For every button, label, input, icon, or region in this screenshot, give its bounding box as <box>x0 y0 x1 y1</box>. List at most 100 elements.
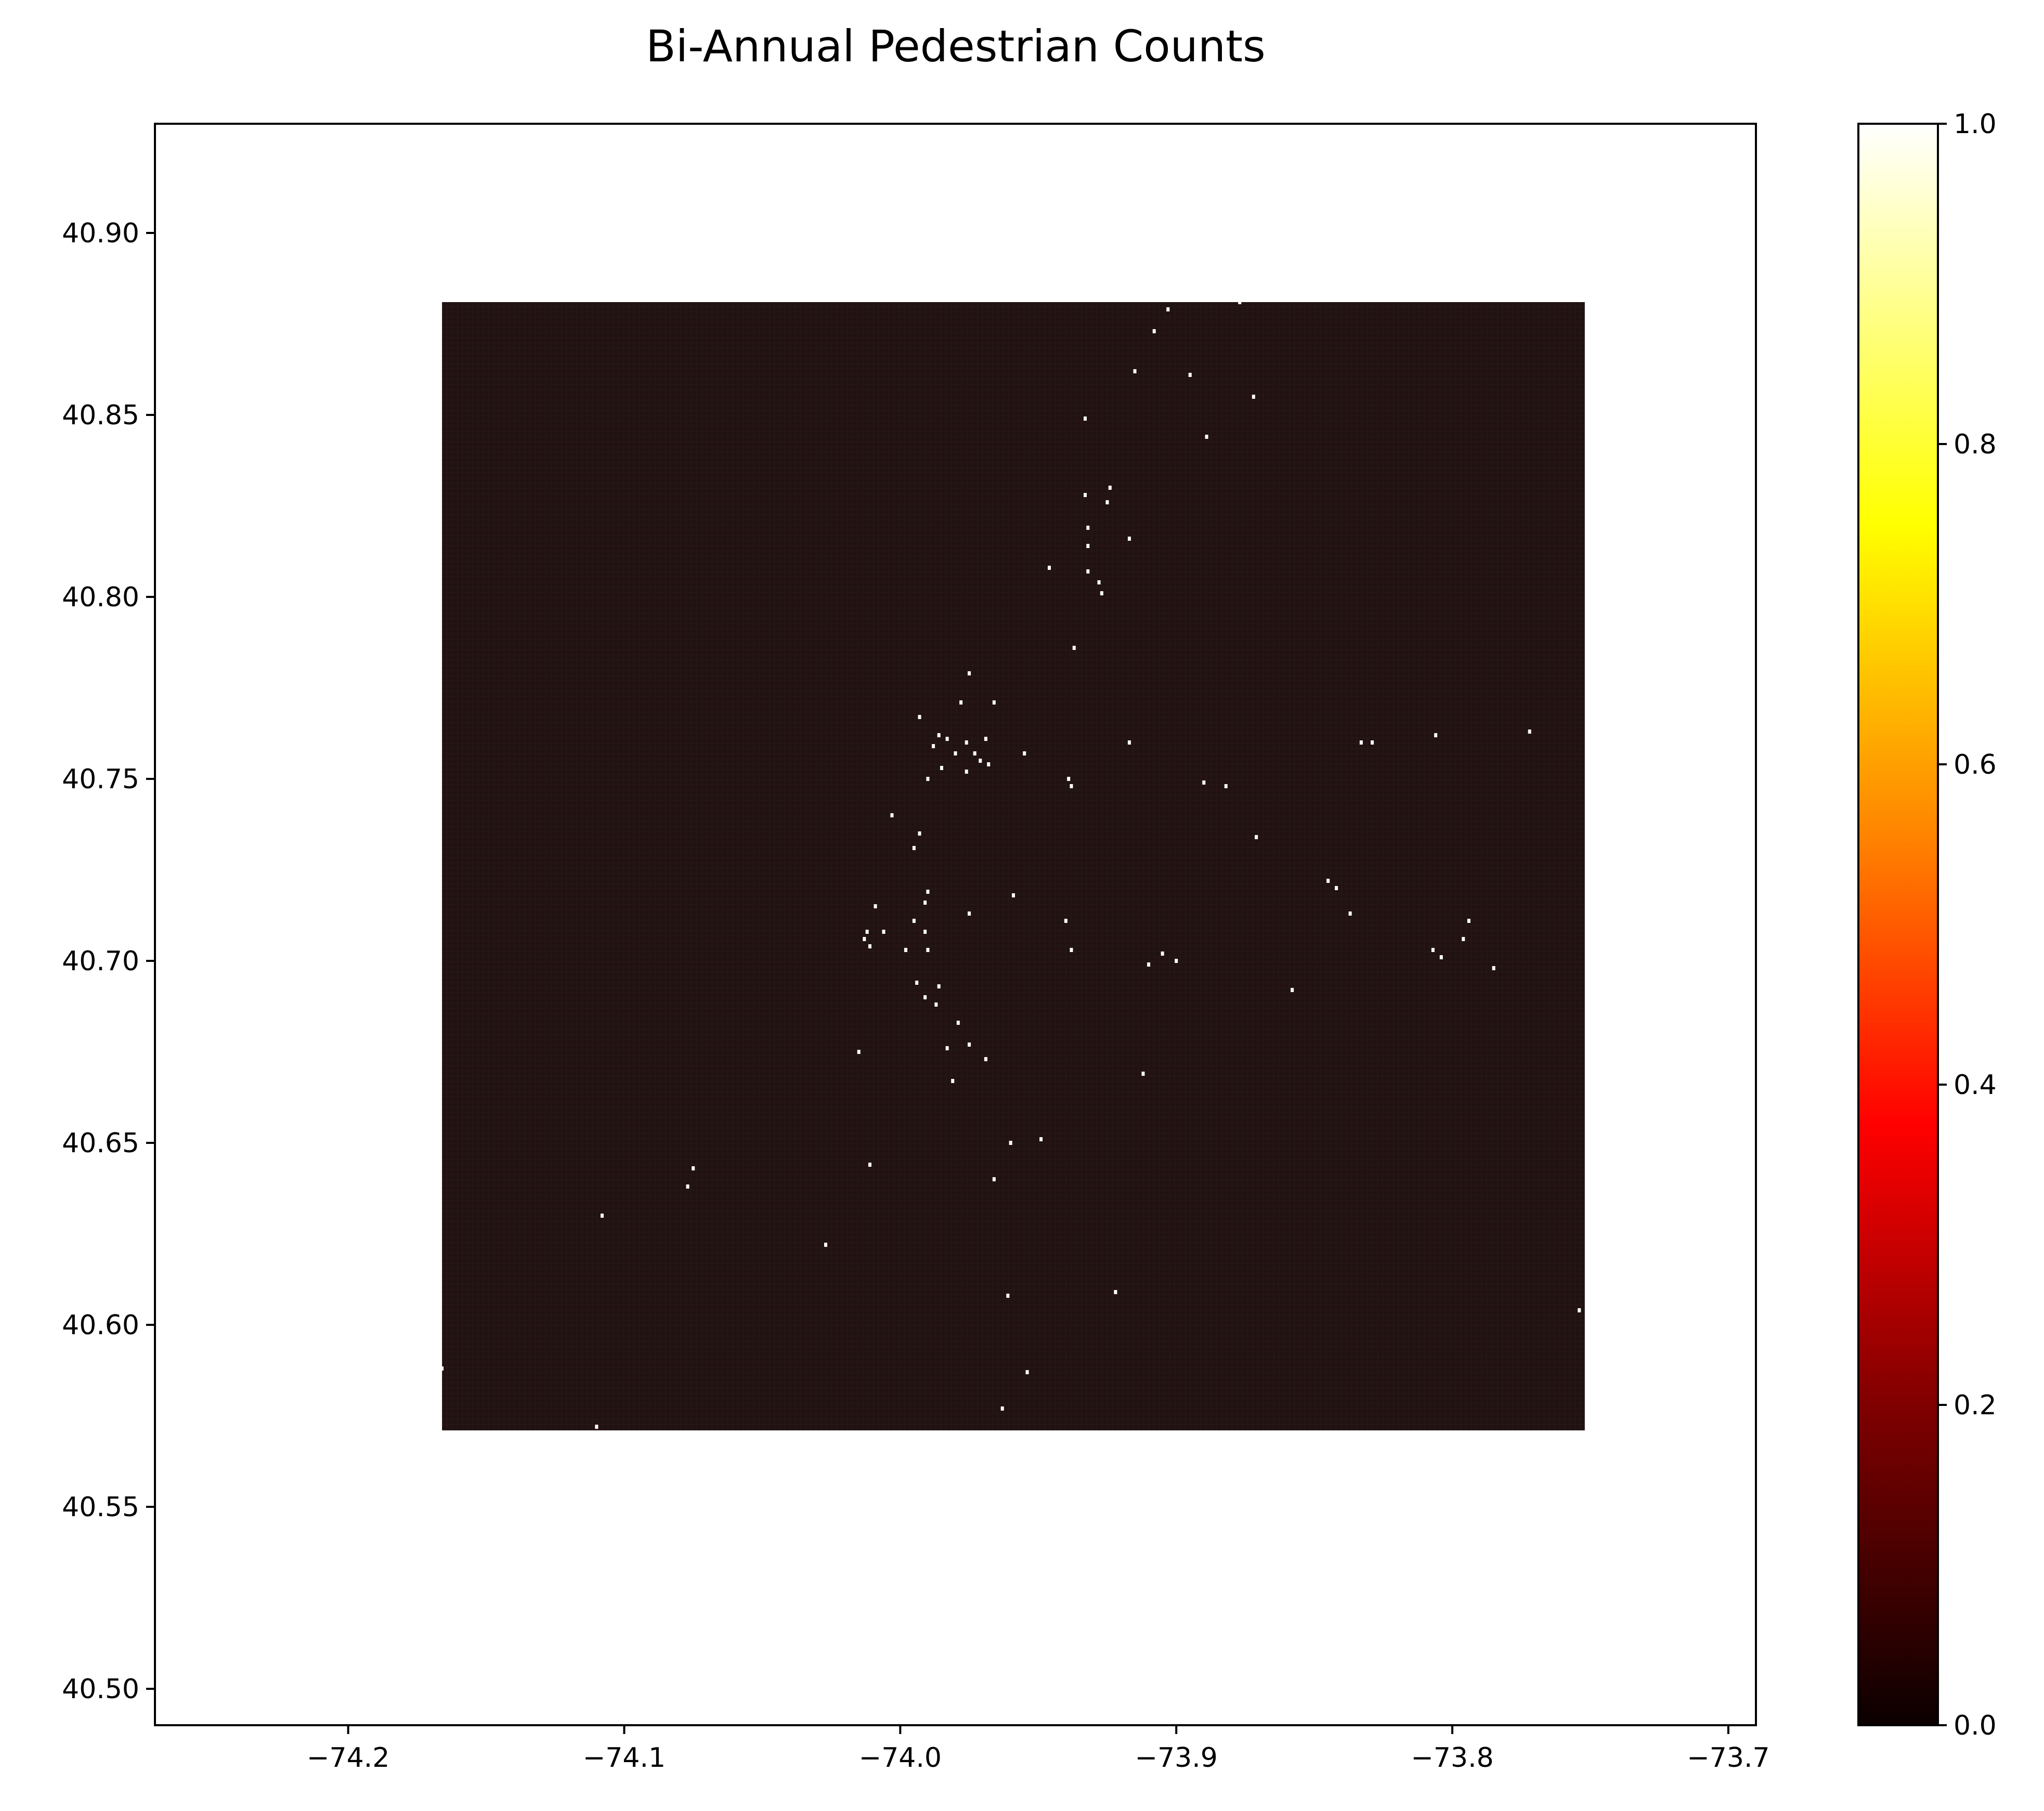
x-axis: −74.2 −74.1 −74.0 −73.9 −73.8 −73.7 <box>307 1725 1770 1774</box>
hotspot-cell <box>1359 740 1363 745</box>
hotspot-cell <box>923 930 927 934</box>
hotspot-cell <box>1166 307 1170 311</box>
chart-title: Bi-Annual Pedestrian Counts <box>646 21 1266 72</box>
hotspot-cell <box>1133 369 1137 373</box>
hotspot-cell <box>904 948 907 952</box>
hotspot-cell <box>1039 1137 1043 1141</box>
y-tick-label: 40.60 <box>62 1310 139 1341</box>
colorbar-gradient <box>1858 124 1938 1725</box>
hotspot-cell <box>1326 879 1330 883</box>
hotspot-cell <box>965 740 968 745</box>
hotspot-cell <box>956 1021 960 1025</box>
hotspot-cell <box>1152 329 1156 333</box>
x-tick-label: −74.1 <box>583 1742 666 1774</box>
hotspot-cell <box>940 766 943 770</box>
hotspot-cell <box>1105 500 1109 504</box>
hotspot-cell <box>1114 1290 1117 1294</box>
hotspot-cell <box>1070 784 1073 788</box>
hotspot-cell <box>1462 937 1465 941</box>
x-tick-label: −73.9 <box>1135 1742 1218 1774</box>
hotspot-cell <box>1141 1072 1145 1076</box>
hotspot-cell <box>926 777 930 781</box>
hotspot-cell <box>945 1046 949 1050</box>
hotspot-cell <box>1252 395 1255 399</box>
hotspot-cell <box>1127 740 1131 745</box>
hotspot-cell <box>915 981 919 985</box>
hotspot-cell <box>1255 835 1258 839</box>
hotspot-cell <box>865 930 869 934</box>
hotspot-cell <box>1100 591 1103 595</box>
hotspot-cell <box>1084 493 1087 497</box>
hotspot-cell <box>1047 566 1051 570</box>
hotspot-cell <box>1439 955 1443 959</box>
hotspot-cell <box>1000 1406 1004 1411</box>
hotspot-cell <box>1161 952 1164 956</box>
hotspot-cell <box>1070 948 1073 952</box>
hotspot-cell <box>992 700 996 705</box>
hotspot-cell <box>1023 751 1026 755</box>
hotspot-cell <box>937 733 941 737</box>
hotspot-cell <box>824 1243 827 1247</box>
hotspot-cell <box>937 984 941 988</box>
hotspot-cell <box>968 911 971 916</box>
hotspot-cell <box>1202 780 1206 785</box>
hotspot-cell <box>868 944 871 948</box>
y-axis: 40.50 40.55 40.60 40.65 40.70 40.75 40.80 40.85… <box>62 218 155 1705</box>
x-tick-label: −74.0 <box>859 1742 942 1774</box>
hotspot-cell <box>1238 300 1242 304</box>
hotspot-cell <box>954 751 957 755</box>
hotspot-cell <box>857 1050 861 1054</box>
axes-frame <box>154 123 1757 1726</box>
hotspot-cell <box>951 1079 955 1083</box>
hotspot-cell <box>692 1166 695 1170</box>
hotspot-cell <box>984 737 987 741</box>
colorbar-frame <box>1857 123 1939 1726</box>
hotspot-cell <box>979 759 982 763</box>
heatmap-grid <box>442 302 1585 1430</box>
hotspot-cell <box>890 813 894 817</box>
colorbar-tick-label: 0.2 <box>1954 1390 1997 1421</box>
hotspot-cell <box>959 700 963 705</box>
colorbar-tick-label: 0.8 <box>1954 429 1997 460</box>
hotspot-markers <box>440 300 1581 1429</box>
hotspot-cell <box>882 930 886 934</box>
hotspot-cell <box>1335 886 1338 890</box>
hotspot-cell <box>987 762 991 766</box>
hotspot-cell <box>863 937 866 941</box>
y-tick-label: 40.75 <box>62 764 139 795</box>
y-tick-label: 40.85 <box>62 400 139 431</box>
hotspot-cell <box>1009 1141 1012 1145</box>
y-tick-label: 40.50 <box>62 1674 139 1705</box>
colorbar: 0.0 0.2 0.4 0.6 0.8 1.0 <box>1857 109 1997 1741</box>
hotspot-cell <box>440 1366 444 1371</box>
hotspot-cell <box>1205 435 1208 439</box>
hotspot-cell <box>923 995 927 999</box>
hotspot-cell <box>1492 966 1495 970</box>
hotspot-cell <box>965 770 968 774</box>
hotspot-cell <box>992 1177 996 1181</box>
x-tick-label: −73.7 <box>1687 1742 1769 1774</box>
y-tick-label: 40.55 <box>62 1492 139 1523</box>
hotspot-cell <box>1147 962 1151 967</box>
hotspot-cell <box>1371 740 1374 745</box>
hotspot-cell <box>1188 373 1192 377</box>
hotspot-cell <box>1578 1308 1581 1312</box>
hotspot-cell <box>1528 729 1531 734</box>
hotspot-cell <box>1291 988 1294 992</box>
hotspot-cell <box>1224 784 1228 788</box>
hotspot-cell <box>868 1163 871 1167</box>
hotspot-cell <box>1084 416 1087 421</box>
hotspot-cell <box>1086 544 1090 548</box>
hotspot-cell <box>934 1002 938 1007</box>
hotspot-cell <box>968 671 971 675</box>
hotspot-cell <box>1067 777 1071 781</box>
hotspot-cell <box>968 1043 971 1047</box>
x-tick-label: −73.8 <box>1411 1742 1493 1774</box>
colorbar-tick-label: 0.4 <box>1954 1070 1997 1101</box>
hotspot-cell <box>874 904 877 908</box>
colorbar-axis: 0.0 0.2 0.4 0.6 0.8 1.0 <box>1938 109 1997 1741</box>
colorbar-tick-label: 0.0 <box>1954 1710 1997 1741</box>
hotspot-cell <box>595 1425 598 1429</box>
colorbar-tick-label: 1.0 <box>1954 109 1997 140</box>
